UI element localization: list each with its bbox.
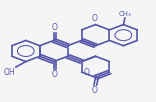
Text: O: O xyxy=(92,86,98,95)
Text: CH₃: CH₃ xyxy=(119,11,131,17)
Text: O: O xyxy=(84,68,90,77)
Text: O: O xyxy=(92,14,98,23)
Text: OH: OH xyxy=(3,68,15,77)
Text: O: O xyxy=(51,23,57,32)
Text: O: O xyxy=(51,70,57,79)
